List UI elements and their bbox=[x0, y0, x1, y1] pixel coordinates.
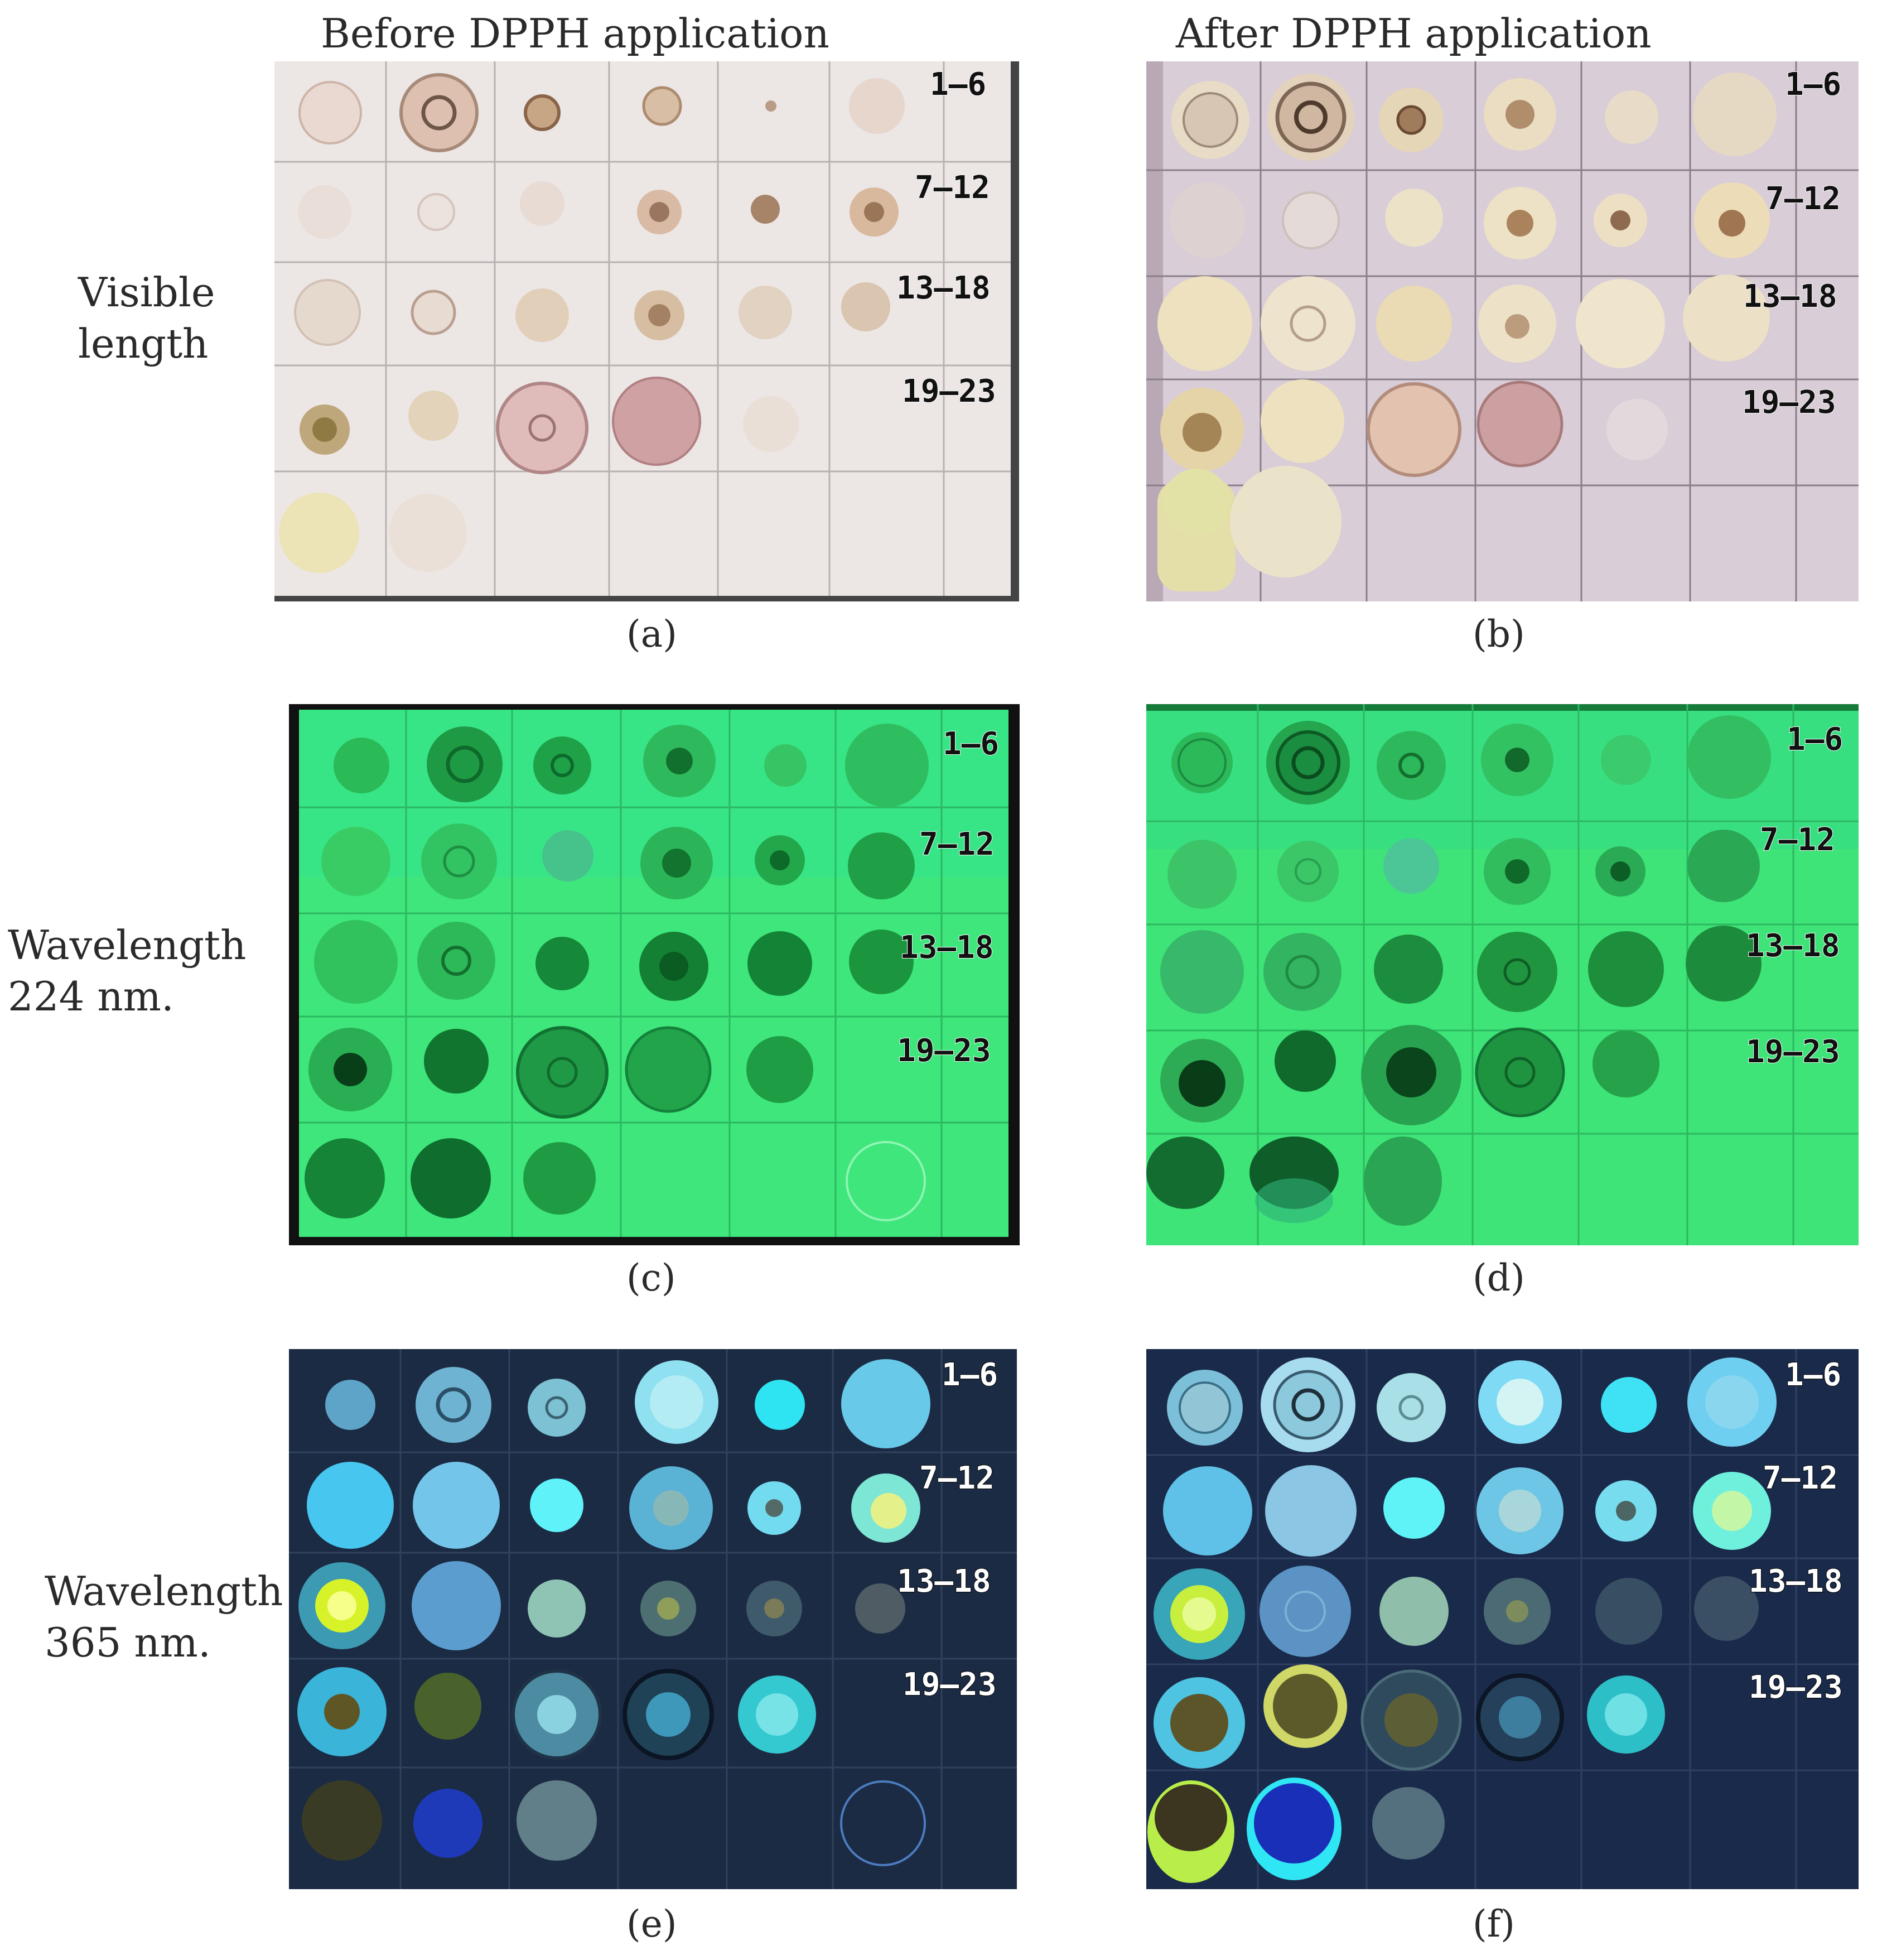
range-label-f-1: 1—6 bbox=[1785, 1357, 1841, 1393]
caption-f: (f) bbox=[1473, 1903, 1515, 1945]
range-label-d-3: 13—18 bbox=[1746, 928, 1840, 964]
panel-c-plate: 1—6 7—12 13—18 19—23 bbox=[289, 704, 1020, 1245]
row-label-365nm: Wavelength 365 nm. bbox=[45, 1566, 283, 1668]
range-label-c-4: 19—23 bbox=[897, 1033, 991, 1069]
range-label-f-3: 13—18 bbox=[1749, 1563, 1843, 1600]
range-label-b-2: 7—12 bbox=[1765, 181, 1841, 217]
grid-lines bbox=[299, 710, 1008, 1237]
range-label-c-3: 13—18 bbox=[900, 930, 994, 966]
range-label-f-4: 19—23 bbox=[1749, 1669, 1843, 1706]
row-label-visible: Visible length bbox=[78, 267, 215, 369]
row-label-visible-line2: length bbox=[78, 320, 209, 367]
range-label-d-2: 7—12 bbox=[1760, 822, 1835, 858]
caption-c: (c) bbox=[626, 1256, 676, 1299]
panel-b-plate: 1—6 7—12 13—18 19—23 bbox=[1146, 61, 1859, 601]
range-label-b-4: 19—23 bbox=[1742, 384, 1836, 421]
range-label-b-1: 1—6 bbox=[1785, 66, 1841, 103]
caption-a: (a) bbox=[626, 613, 677, 656]
range-label-d-4: 19—23 bbox=[1746, 1034, 1840, 1070]
range-label-a-2: 7—12 bbox=[915, 170, 990, 206]
column-title-before: Before DPPH application bbox=[321, 10, 829, 57]
range-label-a-4: 19—23 bbox=[902, 373, 996, 410]
grid-lines bbox=[274, 61, 1019, 601]
row-label-224nm-line1: Wavelength bbox=[8, 922, 247, 969]
grid-lines bbox=[289, 1349, 1017, 1889]
range-label-b-3: 13—18 bbox=[1743, 278, 1837, 315]
range-label-a-3: 13—18 bbox=[896, 270, 991, 306]
range-label-e-2: 7—12 bbox=[919, 1460, 995, 1496]
range-label-c-2: 7—12 bbox=[919, 826, 995, 863]
row-label-365nm-line2: 365 nm. bbox=[45, 1619, 211, 1666]
column-title-after: After DPPH application bbox=[1176, 10, 1652, 57]
caption-d: (d) bbox=[1473, 1256, 1525, 1299]
row-label-visible-line1: Visible bbox=[78, 269, 215, 316]
range-label-a-1: 1—6 bbox=[930, 66, 986, 103]
row-label-365nm-line1: Wavelength bbox=[45, 1568, 283, 1615]
range-label-f-2: 7—12 bbox=[1763, 1460, 1838, 1496]
grid-lines bbox=[1146, 704, 1859, 1245]
range-label-e-3: 13—18 bbox=[897, 1563, 991, 1600]
caption-e: (e) bbox=[626, 1903, 677, 1945]
grid-lines bbox=[1146, 1349, 1859, 1889]
row-label-224nm-line2: 224 nm. bbox=[8, 973, 174, 1020]
grid-lines bbox=[1146, 61, 1859, 601]
range-label-e-1: 1—6 bbox=[942, 1357, 998, 1393]
panel-e-plate: 1—6 7—12 13—18 19—23 bbox=[289, 1349, 1017, 1889]
panel-a-plate: 1—6 7—12 13—18 19—23 bbox=[274, 61, 1019, 601]
range-label-c-1: 1—6 bbox=[943, 726, 999, 762]
range-label-e-4: 19—23 bbox=[903, 1667, 997, 1703]
caption-b: (b) bbox=[1473, 613, 1525, 656]
row-label-224nm: Wavelength 224 nm. bbox=[8, 919, 246, 1022]
range-label-d-1: 1—6 bbox=[1787, 721, 1843, 758]
panel-d-plate: 1—6 7—12 13—18 19—23 bbox=[1146, 704, 1859, 1245]
panel-f-plate: 1—6 7—12 13—18 19—23 bbox=[1146, 1349, 1859, 1889]
